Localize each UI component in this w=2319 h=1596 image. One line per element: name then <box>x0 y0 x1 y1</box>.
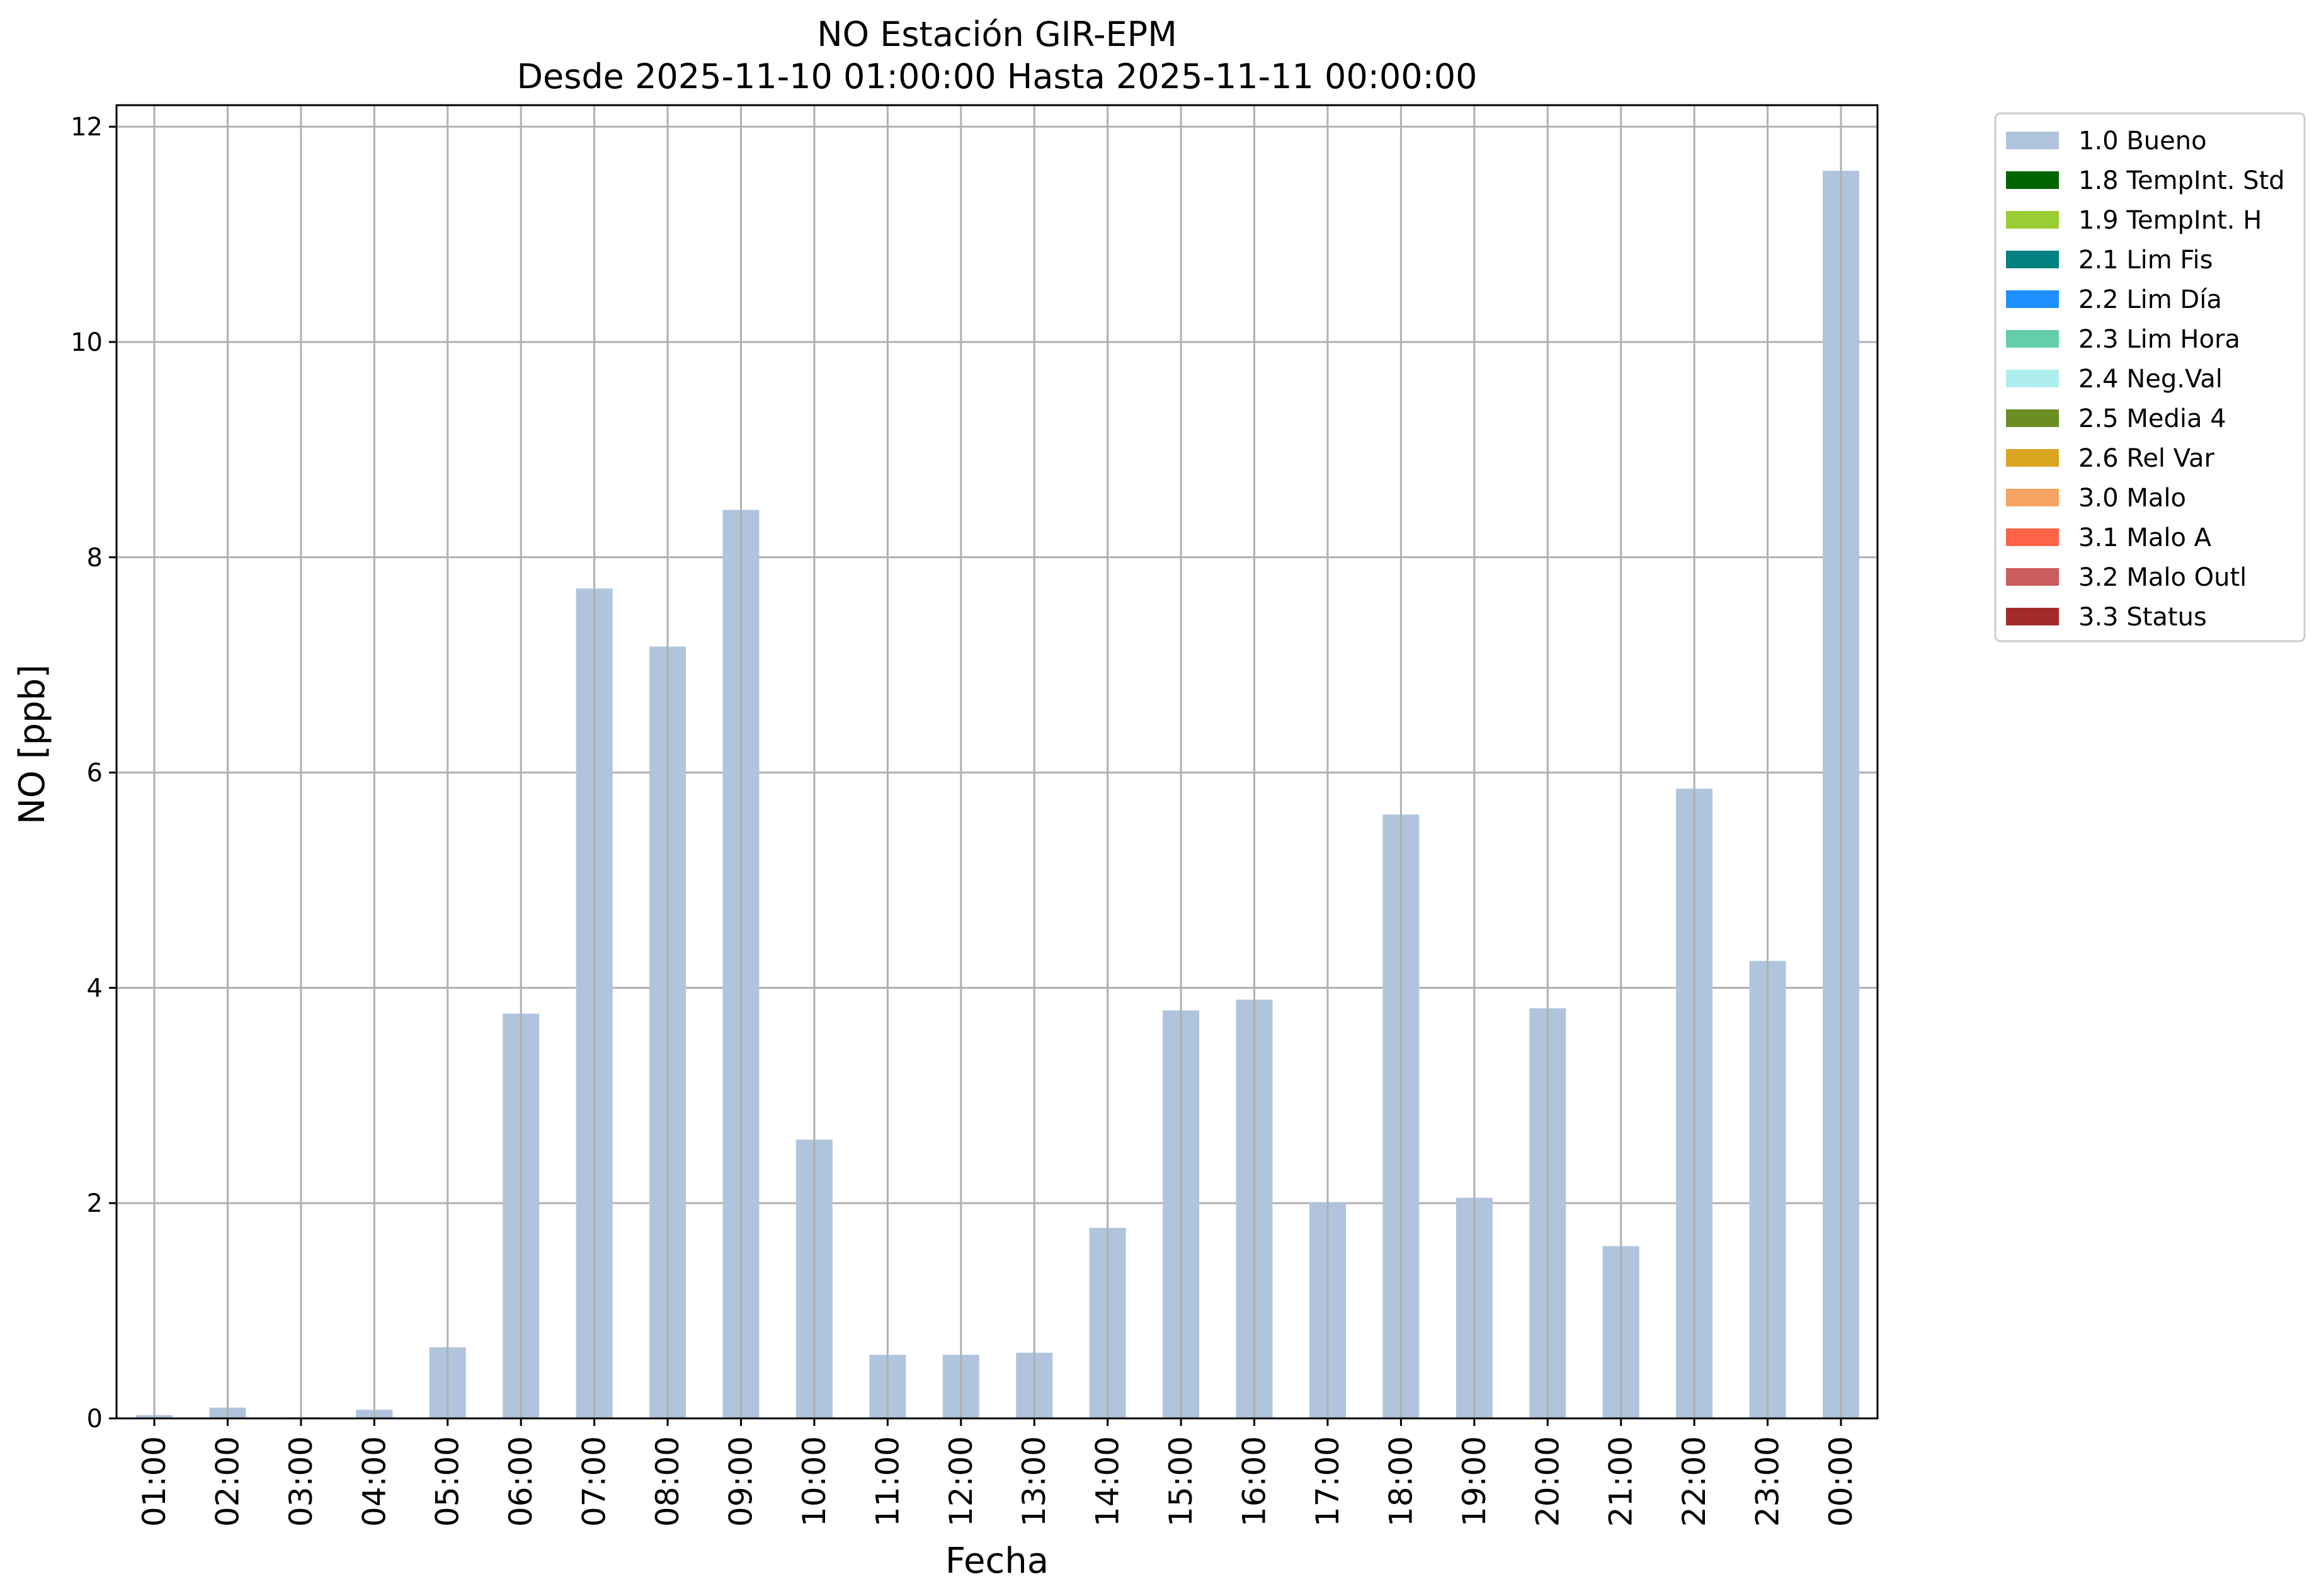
x-tick-label: 17:00 <box>1309 1436 1346 1527</box>
legend-label: 3.1 Malo A <box>2078 523 2212 552</box>
legend-label: 2.3 Lim Hora <box>2078 325 2240 354</box>
grid <box>117 125 1877 1420</box>
y-tick-label: 12 <box>71 113 103 142</box>
legend-label: 3.2 Malo Outl <box>2078 563 2247 592</box>
x-tick-label: 10:00 <box>796 1436 833 1527</box>
legend-label: 2.4 Neg.Val <box>2078 365 2223 394</box>
x-tick-label: 21:00 <box>1603 1436 1639 1527</box>
chart-title: NO Estación GIR-EPM <box>817 14 1177 54</box>
x-tick-label: 12:00 <box>943 1436 979 1527</box>
x-tick-label: 05:00 <box>430 1436 466 1527</box>
legend: 1.0 Bueno 1.8 TempInt. Std 1.9 TempInt. H 2… <box>1994 112 2306 642</box>
y-tick-label: 6 <box>87 759 103 788</box>
x-tick-label: 13:00 <box>1016 1436 1052 1527</box>
y-ticks: 0 2 4 6 8 10 12 <box>71 113 117 1434</box>
legend-swatch <box>2006 528 2059 546</box>
legend-swatch <box>2006 171 2059 189</box>
legend-label: 1.8 TempInt. Std <box>2078 166 2285 195</box>
legend-label: 1.0 Bueno <box>2078 127 2207 156</box>
x-tick-label: 16:00 <box>1236 1436 1273 1527</box>
x-axis-label: Fecha <box>945 1541 1049 1582</box>
legend-swatch <box>2006 251 2059 268</box>
legend-label: 2.5 Media 4 <box>2078 404 2226 433</box>
x-tick-label: 14:00 <box>1090 1436 1126 1527</box>
legend-swatch <box>2006 132 2059 149</box>
x-tick-label: 22:00 <box>1676 1436 1712 1527</box>
legend-swatch <box>2006 568 2059 586</box>
x-tick-label: 01:00 <box>136 1436 173 1527</box>
x-tick-label: 20:00 <box>1529 1436 1566 1527</box>
legend-swatch <box>2006 370 2059 387</box>
y-tick-label: 4 <box>87 974 103 1003</box>
x-tick-label: 09:00 <box>722 1436 759 1527</box>
x-tick-label: 15:00 <box>1163 1436 1199 1527</box>
x-tick-label: 11:00 <box>869 1436 906 1527</box>
x-tick-label: 00:00 <box>1823 1436 1859 1527</box>
legend-swatch <box>2006 290 2059 308</box>
x-tick-label: 18:00 <box>1382 1436 1419 1527</box>
y-tick-label: 0 <box>87 1405 103 1434</box>
legend-swatch <box>2006 211 2059 229</box>
x-tick-label: 03:00 <box>283 1436 319 1527</box>
plot-frame <box>115 104 1879 1420</box>
legend-label: 3.0 Malo <box>2078 484 2186 513</box>
legend-box <box>1994 112 2306 642</box>
x-tick-label: 19:00 <box>1456 1436 1493 1527</box>
legend-swatch <box>2006 330 2059 348</box>
x-tick-label: 02:00 <box>209 1436 246 1527</box>
legend-swatch <box>2006 409 2059 427</box>
x-tick-label: 08:00 <box>649 1436 686 1527</box>
x-ticks: 01:00 02:00 03:00 04:00 05:00 06:00 07:00 08:00… <box>136 1418 1859 1527</box>
x-tick-label: 23:00 <box>1750 1436 1786 1527</box>
y-tick-label: 10 <box>71 328 103 357</box>
legend-swatch <box>2006 608 2059 625</box>
legend-label: 2.2 Lim Día <box>2078 285 2222 314</box>
legend-swatch <box>2006 449 2059 467</box>
x-tick-label: 04:00 <box>356 1436 392 1527</box>
y-tick-label: 2 <box>87 1189 103 1218</box>
legend-label: 2.6 Rel Var <box>2078 444 2215 473</box>
x-tick-label: 06:00 <box>503 1436 539 1527</box>
x-tick-label: 07:00 <box>576 1436 613 1527</box>
y-axis-label: NO [ppb] <box>12 664 53 824</box>
y-tick-label: 8 <box>87 544 103 573</box>
bars <box>136 171 1859 1419</box>
legend-label: 2.1 Lim Fis <box>2078 246 2213 275</box>
chart-subtitle: Desde 2025-11-10 01:00:00 Hasta 2025-11-… <box>516 57 1477 96</box>
legend-label: 1.9 TempInt. H <box>2078 206 2262 235</box>
legend-label: 3.3 Status <box>2078 603 2207 632</box>
legend-swatch <box>2006 489 2059 506</box>
x-grid <box>153 105 1842 1418</box>
